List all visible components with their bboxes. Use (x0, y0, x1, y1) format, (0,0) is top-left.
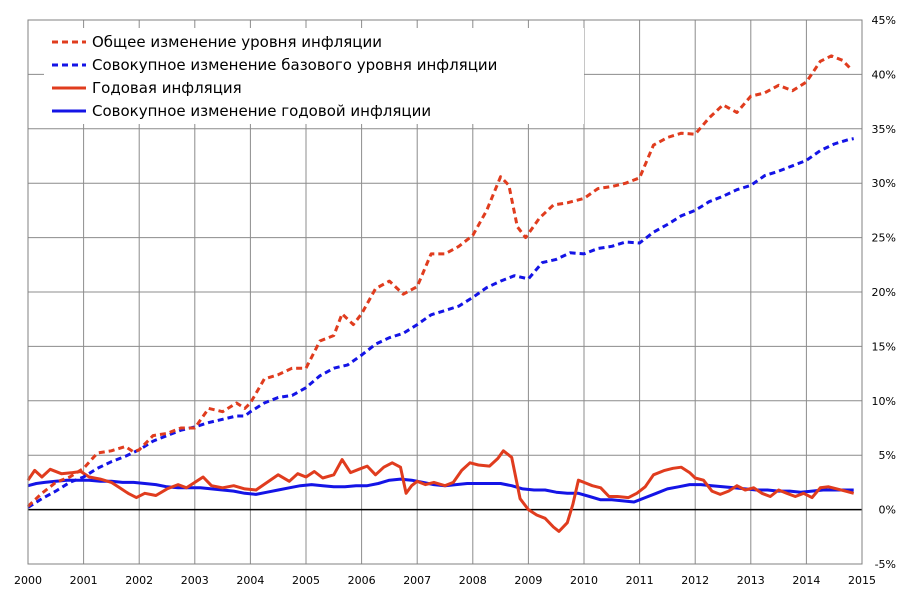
x-tick-label: 2000 (14, 574, 42, 587)
y-tick-label: 0% (879, 504, 896, 517)
y-tick-label: 35% (872, 123, 896, 136)
x-tick-label: 2015 (848, 574, 876, 587)
legend-label-3: Годовая инфляция (92, 79, 242, 97)
x-axis-tick-labels: 2000 2001 2002 2003 2004 2005 2006 2007 2008 2009… (14, 574, 876, 587)
x-tick-label: 2001 (70, 574, 98, 587)
x-tick-label: 2003 (181, 574, 209, 587)
plot-border (27, 19, 863, 565)
y-tick-label: 5% (879, 449, 896, 462)
x-tick-label: 2006 (348, 574, 376, 587)
x-tick-label: 2007 (403, 574, 431, 587)
x-tick-label: 2009 (514, 574, 542, 587)
y-tick-label: -5% (875, 558, 896, 571)
x-tick-label: 2002 (125, 574, 153, 587)
x-tick-label: 2010 (570, 574, 598, 587)
legend-background (44, 28, 584, 124)
legend-label-2: Совокупное изменение базового уровня инф… (92, 56, 497, 74)
x-tick-label: 2004 (236, 574, 264, 587)
legend-label-4: Совокупное изменение годовой инфляции (92, 102, 431, 120)
y-tick-label: 25% (872, 232, 896, 245)
y-tick-label: 10% (872, 395, 896, 408)
series-line-1 (26, 54, 852, 508)
y-tick-label: 15% (872, 340, 896, 353)
y-axis-tick-labels: -5% 0% 5% 10% 15% 20% 25% 30% 35% 40% 45% (872, 14, 896, 571)
x-tick-label: 2013 (737, 574, 765, 587)
x-tick-label: 2011 (626, 574, 654, 587)
y-tick-label: 40% (872, 68, 896, 81)
series-layer (26, 54, 855, 533)
y-tick-label: 20% (872, 286, 896, 299)
x-tick-label: 2012 (681, 574, 709, 587)
legend-label-1: Общее изменение уровня инфляции (92, 33, 382, 51)
y-tick-label: 30% (872, 177, 896, 190)
x-tick-label: 2005 (292, 574, 320, 587)
x-tick-label: 2008 (459, 574, 487, 587)
x-tick-label: 2014 (792, 574, 820, 587)
series-line-3 (26, 449, 855, 533)
legend: Общее изменение уровня инфляции Совокупно… (52, 33, 497, 120)
series-line-2 (27, 137, 854, 509)
y-tick-label: 45% (872, 14, 896, 27)
